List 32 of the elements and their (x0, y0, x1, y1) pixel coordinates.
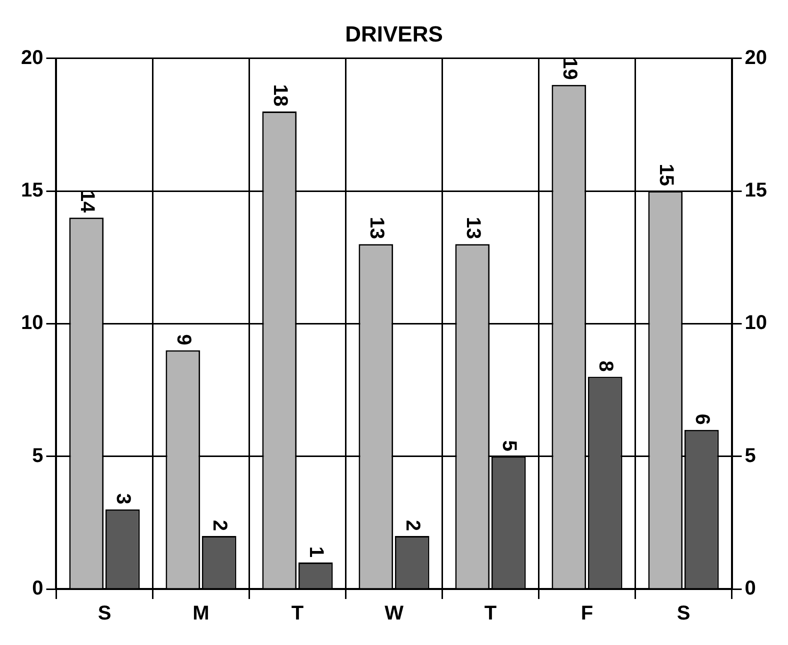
x-tick-label: F (580, 602, 594, 625)
data-label: 14 (76, 190, 98, 214)
y2-tick-label: 5 (744, 444, 756, 467)
x-tick-label: T (291, 602, 304, 625)
data-label: 18 (268, 84, 291, 106)
data-label: 19 (558, 58, 580, 80)
y2-tick-label: 10 (744, 312, 768, 334)
y2-tick-label: 20 (744, 46, 768, 69)
y-tick-label: 10 (20, 312, 44, 334)
x-tick-label: M (192, 602, 210, 625)
y-tick-label: 20 (20, 46, 44, 69)
y-tick-label: 5 (32, 444, 44, 467)
data-label: 5 (498, 440, 520, 452)
x-tick-label: S (98, 602, 112, 625)
data-label: 13 (365, 216, 388, 240)
data-label: 9 (172, 334, 194, 346)
data-label: 1 (305, 546, 328, 558)
chart-title: DRIVERS (345, 21, 443, 46)
data-label: 8 (594, 360, 617, 372)
data-label: 6 (691, 414, 714, 425)
data-label: 13 (462, 216, 484, 240)
data-label: 15 (654, 164, 677, 186)
data-label: 3 (112, 493, 134, 504)
x-tick-label: T (484, 602, 497, 625)
y2-tick-label: 15 (744, 180, 768, 202)
y-tick-label: 0 (32, 578, 44, 600)
y2-tick-label: 0 (744, 578, 756, 600)
x-tick-label: W (384, 602, 404, 625)
y-tick-label: 15 (20, 180, 44, 202)
data-label: 2 (208, 520, 231, 531)
x-tick-label: S (676, 602, 690, 625)
data-label: 2 (402, 520, 424, 531)
